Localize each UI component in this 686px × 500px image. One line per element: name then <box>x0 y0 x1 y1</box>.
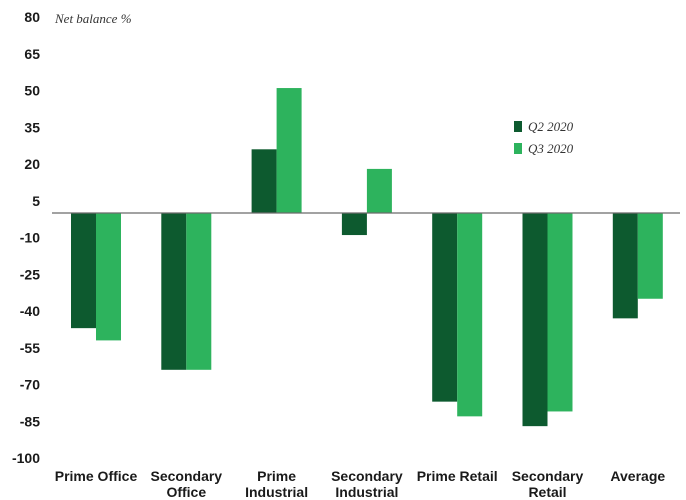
legend-label: Q3 2020 <box>528 141 574 156</box>
bar-q2-2020 <box>522 213 548 427</box>
y-tick-label: -40 <box>20 303 40 319</box>
x-category-label: Industrial <box>245 484 308 500</box>
x-category-label: Secondary <box>512 468 584 484</box>
x-category-label: Prime Retail <box>417 468 498 484</box>
y-tick-label: 35 <box>24 119 40 135</box>
y-tick-label: 65 <box>24 46 40 62</box>
y-tick-label: 20 <box>24 156 40 172</box>
y-tick-label: -10 <box>20 230 40 246</box>
x-category-label: Secondary <box>151 468 223 484</box>
y-tick-label: -55 <box>20 340 40 356</box>
bar-q3-2020 <box>547 213 573 412</box>
legend: Q2 2020 Q3 2020 <box>514 119 574 156</box>
legend-swatch <box>514 121 522 132</box>
bar-q2-2020 <box>341 213 367 236</box>
bars <box>71 88 663 427</box>
bar-q2-2020 <box>71 213 96 329</box>
y-tick-label: -70 <box>20 377 40 393</box>
y-tick-label: -100 <box>12 450 40 466</box>
y-tick-label: -25 <box>20 266 40 282</box>
bar-q3-2020 <box>276 88 302 213</box>
legend-swatch <box>514 143 522 154</box>
y-tick-label: 50 <box>24 83 40 99</box>
bar-q3-2020 <box>96 213 121 341</box>
bar-q2-2020 <box>612 213 638 319</box>
x-category-label: Prime Office <box>55 468 138 484</box>
x-category-label: Average <box>610 468 665 484</box>
bar-q3-2020 <box>366 168 392 213</box>
x-category-label: Industrial <box>335 484 398 500</box>
x-category-label: Prime <box>257 468 296 484</box>
x-axis-categories: Prime Office SecondaryOfficePrimeIndustri… <box>55 468 666 500</box>
y-tick-label: 5 <box>32 193 40 209</box>
unit-label: Net balance % <box>54 11 132 26</box>
y-tick-label: -85 <box>20 413 40 429</box>
bar-q2-2020 <box>251 149 277 213</box>
bar-q3-2020 <box>457 213 483 417</box>
y-axis: 80 65 50 35 20 5 -10 -25 -40 -55 -70 -85 -100 <box>12 9 40 466</box>
bar-q3-2020 <box>637 213 663 299</box>
x-category-label: Office <box>166 484 206 500</box>
y-tick-label: 80 <box>24 9 40 25</box>
bar-q3-2020 <box>186 213 212 370</box>
legend-label: Q2 2020 <box>528 119 574 134</box>
bar-q2-2020 <box>432 213 458 402</box>
x-category-label: Secondary <box>331 468 403 484</box>
bar-q2-2020 <box>161 213 187 370</box>
x-category-label: Retail <box>528 484 566 500</box>
